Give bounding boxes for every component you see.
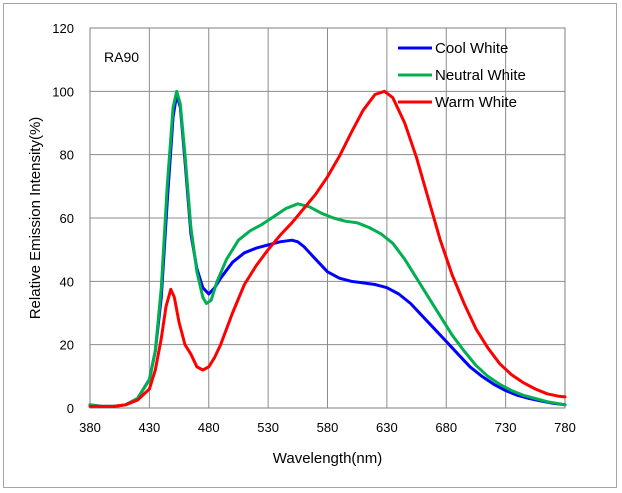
tick-labels: 380 430 480 530 580 630 680 730 780 0 20 40 60 80 100 1… xyxy=(52,21,576,435)
annotation-label: RA90 xyxy=(104,49,139,65)
y-tick-label: 100 xyxy=(52,84,74,99)
x-tick-label: 630 xyxy=(376,420,398,435)
y-axis-title: Relative Emission Intensity(%) xyxy=(27,117,44,320)
x-tick-label: 680 xyxy=(435,420,457,435)
x-tick-label: 380 xyxy=(79,420,101,435)
plot-area-border xyxy=(89,27,566,409)
x-tick-label: 730 xyxy=(495,420,517,435)
y-tick-label: 20 xyxy=(60,338,74,353)
x-tick-label: 580 xyxy=(317,420,339,435)
legend-entry-label: Cool White xyxy=(435,40,508,57)
y-tick-label: 80 xyxy=(60,148,74,163)
y-tick-label: 120 xyxy=(52,21,74,36)
series-lines xyxy=(88,89,567,408)
grid xyxy=(90,28,565,408)
x-tick-label: 480 xyxy=(198,420,220,435)
legend-entry-label: Neutral White xyxy=(435,67,526,84)
legend: Cool White Neutral White Warm White xyxy=(398,40,526,111)
series-line-warm-white xyxy=(88,89,567,408)
y-tick-label: 0 xyxy=(67,401,74,416)
legend-entry-label: Warm White xyxy=(435,94,517,111)
x-tick-label: 530 xyxy=(257,420,279,435)
x-tick-label: 430 xyxy=(139,420,161,435)
x-axis-title: Wavelength(nm) xyxy=(273,450,382,467)
y-tick-label: 60 xyxy=(60,211,74,226)
series-line-neutral-white xyxy=(88,89,567,408)
x-tick-label: 780 xyxy=(554,420,576,435)
y-tick-label: 40 xyxy=(60,274,74,289)
